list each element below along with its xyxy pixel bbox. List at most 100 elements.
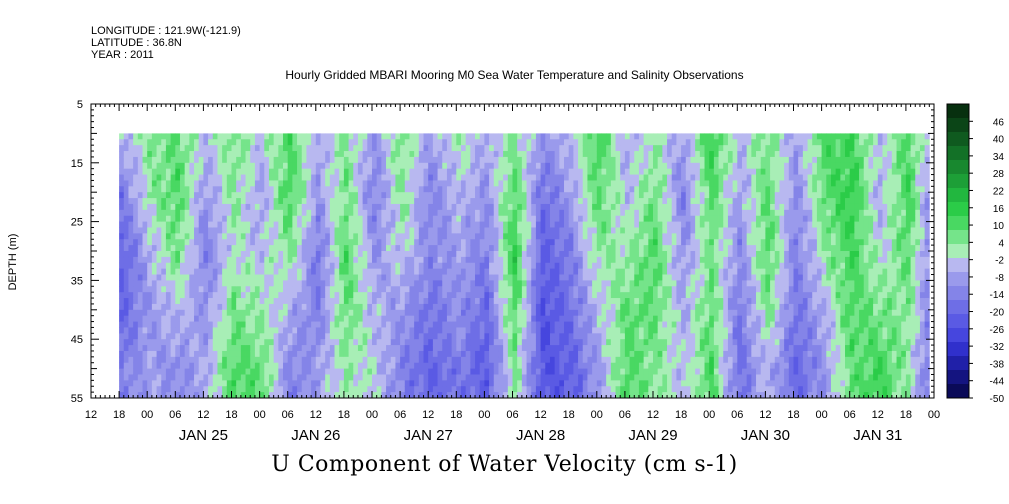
heatmap-cell: [189, 215, 195, 222]
heatmap-cell: [348, 133, 354, 140]
heatmap-cell: [156, 345, 162, 352]
heatmap-cell: [376, 180, 382, 187]
heatmap-cell: [634, 180, 640, 187]
heatmap-cell: [400, 156, 406, 164]
heatmap-cell: [629, 362, 635, 369]
heatmap-cell: [297, 298, 303, 305]
heatmap-cell: [151, 356, 157, 364]
heatmap-cell: [339, 162, 345, 170]
heatmap-cell: [437, 139, 443, 146]
heatmap-cell: [629, 198, 635, 205]
heatmap-cell: [587, 327, 593, 334]
heatmap-cell: [339, 345, 345, 352]
heatmap-cell: [634, 156, 640, 164]
heatmap-cell: [362, 233, 368, 240]
heatmap-cell: [198, 162, 204, 170]
heatmap-cell: [568, 133, 574, 140]
heatmap-cell: [203, 174, 209, 181]
heatmap-cell: [329, 162, 335, 170]
heatmap-cell: [629, 186, 635, 193]
heatmap-cell: [460, 262, 467, 270]
heatmap-cell: [161, 203, 167, 211]
heatmap-cell: [470, 221, 476, 228]
heatmap-cell: [629, 256, 635, 264]
heatmap-cell: [395, 215, 401, 222]
heatmap-cell: [170, 151, 176, 158]
heatmap-cell: [301, 392, 307, 399]
heatmap-cell: [479, 203, 485, 211]
heatmap-cell: [470, 233, 476, 240]
heatmap-cell: [268, 168, 275, 175]
heatmap-cell: [568, 251, 574, 258]
heatmap-cell: [212, 215, 218, 222]
heatmap-cell: [606, 186, 612, 193]
heatmap-cell: [479, 221, 485, 228]
heatmap-cell: [329, 174, 335, 181]
heatmap-cell: [254, 209, 260, 217]
heatmap-cell: [475, 392, 481, 399]
heatmap-cell: [306, 239, 312, 246]
heatmap-cell: [184, 345, 190, 352]
heatmap-cell: [578, 345, 584, 352]
heatmap-cell: [283, 345, 289, 352]
heatmap-cell: [147, 251, 153, 258]
heatmap-cell: [268, 209, 275, 217]
heatmap-cell: [404, 321, 410, 328]
heatmap-cell: [517, 186, 523, 193]
heatmap-cell: [222, 268, 228, 275]
heatmap-cell: [615, 139, 621, 146]
heatmap-cell: [179, 315, 186, 322]
heatmap-cell: [521, 356, 527, 364]
heatmap-cell: [278, 151, 284, 158]
heatmap-cell: [367, 221, 373, 228]
heatmap-cell: [179, 362, 186, 369]
heatmap-cell: [170, 368, 176, 375]
heatmap-cell: [554, 215, 560, 222]
heatmap-cell: [254, 168, 260, 175]
heatmap-cell: [418, 327, 424, 334]
heatmap-cell: [343, 203, 349, 211]
heatmap-cell: [414, 251, 420, 258]
heatmap-cell: [362, 174, 368, 181]
heatmap-cell: [549, 139, 556, 146]
heatmap-cell: [545, 292, 551, 299]
heatmap-cell: [203, 309, 209, 317]
heatmap-cell: [400, 245, 406, 252]
heatmap-cell: [460, 245, 467, 252]
heatmap-cell: [268, 362, 275, 369]
heatmap-cell: [137, 256, 143, 264]
heatmap-cell: [540, 368, 546, 375]
heatmap-cell: [311, 251, 317, 258]
heatmap-cell: [531, 203, 537, 211]
heatmap-cell: [278, 298, 284, 305]
heatmap-cell: [395, 139, 401, 146]
heatmap-cell: [606, 151, 612, 158]
heatmap-cell: [395, 280, 401, 287]
heatmap-cell: [217, 239, 223, 246]
heatmap-cell: [231, 186, 237, 193]
heatmap-cell: [582, 221, 588, 228]
heatmap-cell: [325, 156, 331, 164]
heatmap-cell: [442, 303, 448, 311]
heatmap-cell: [517, 315, 523, 322]
heatmap-cell: [236, 215, 242, 222]
heatmap-cell: [301, 333, 307, 340]
heatmap-cell: [161, 374, 167, 381]
heatmap-cell: [339, 292, 345, 299]
heatmap-cell: [549, 274, 556, 281]
heatmap-cell: [549, 203, 556, 211]
heatmap-cell: [320, 174, 326, 181]
heatmap-cell: [582, 145, 588, 152]
heatmap-cell: [535, 156, 541, 164]
heatmap-cell: [156, 350, 162, 358]
heatmap-cell: [311, 345, 317, 352]
heatmap-cell: [264, 286, 270, 293]
heatmap-cell: [208, 362, 214, 369]
heatmap-cell: [156, 315, 162, 322]
heatmap-cell: [268, 380, 275, 387]
heatmap-cell: [610, 380, 616, 387]
heatmap-cell: [222, 209, 228, 217]
heatmap-cell: [526, 268, 532, 275]
heatmap-cell: [128, 321, 134, 328]
heatmap-cell: [517, 162, 523, 170]
